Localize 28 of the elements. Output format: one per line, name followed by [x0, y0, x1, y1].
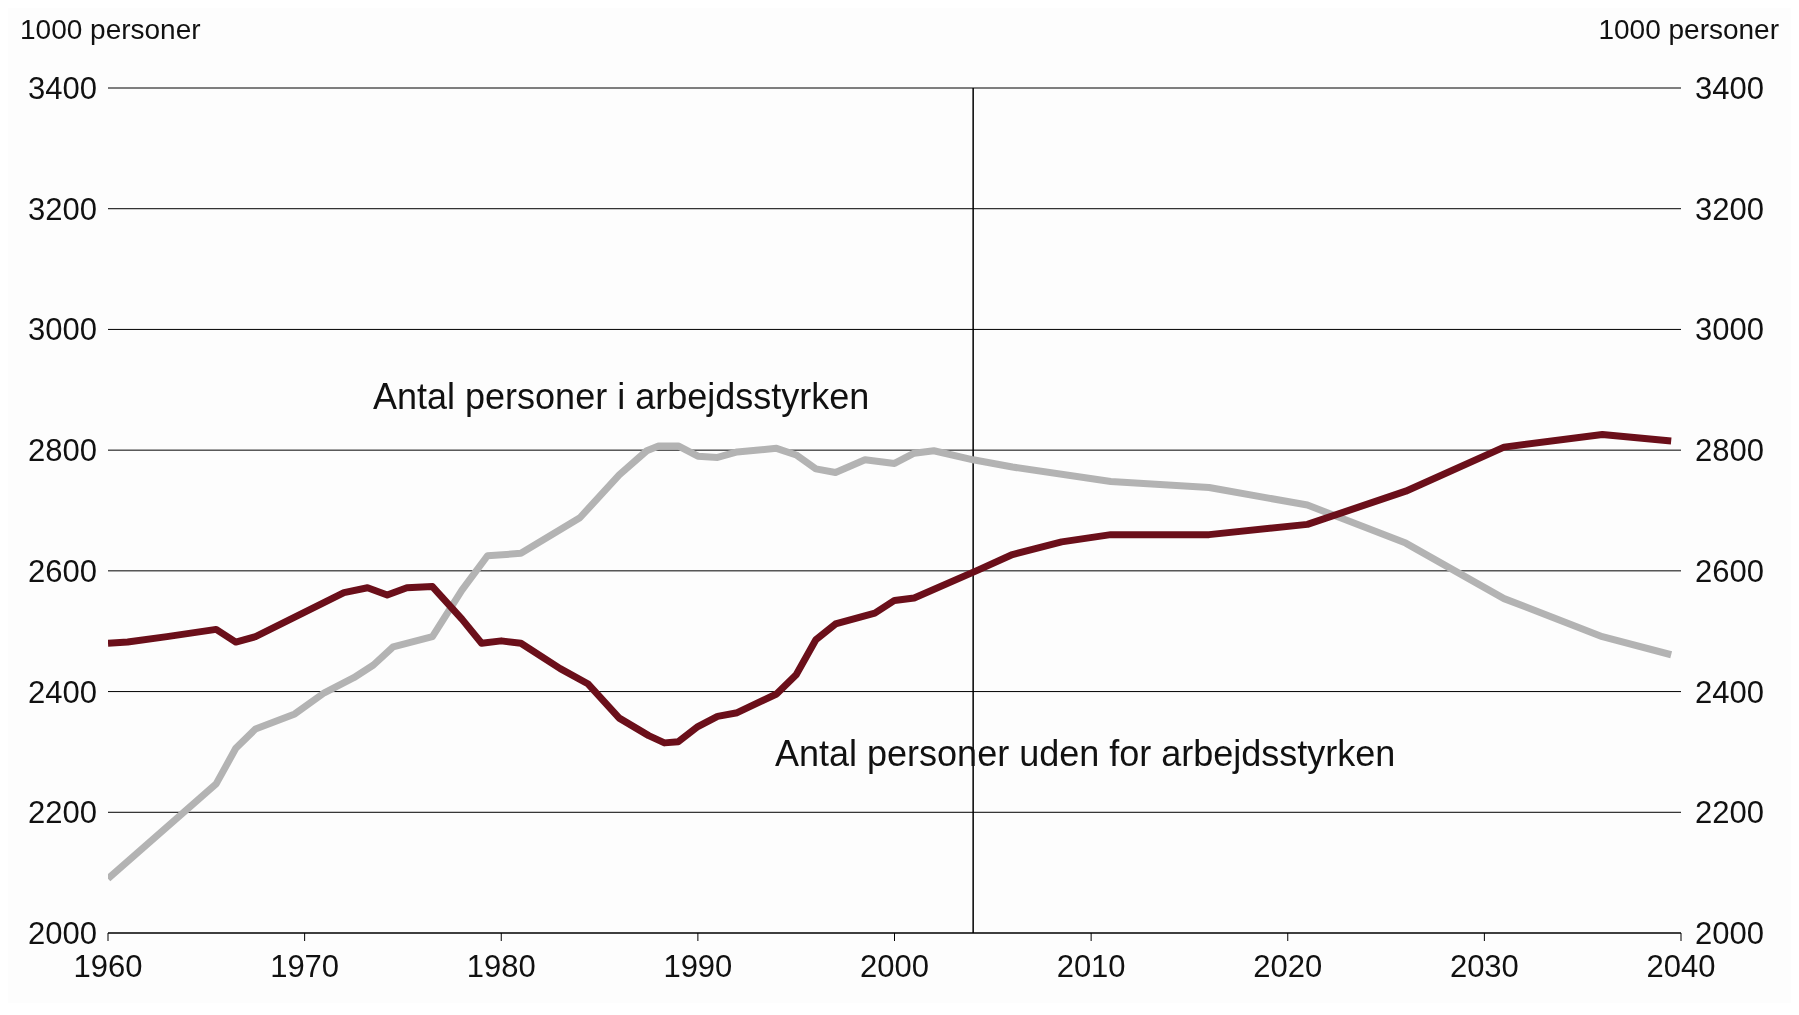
y2-tick-label: 2600	[1695, 553, 1764, 589]
y-tick-label: 2000	[28, 916, 97, 952]
y2-tick-label: 3400	[1695, 71, 1764, 106]
y2-tick-label: 2400	[1695, 674, 1764, 710]
y-tick-label: 2800	[28, 433, 97, 469]
series-label: Antal personer i arbejdsstyrken	[373, 376, 870, 418]
y2-tick-label: 2200	[1695, 795, 1764, 831]
y2-tick-label: 3200	[1695, 191, 1764, 227]
y2-tick-label: 2800	[1695, 433, 1764, 469]
y-tick-label: 3400	[28, 71, 97, 106]
y2-tick-label: 2000	[1695, 916, 1764, 952]
x-tick-label: 2040	[1646, 949, 1716, 985]
y-tick-label: 2400	[28, 674, 97, 710]
x-tick-label: 1980	[466, 949, 536, 985]
x-tick-label: 1960	[73, 949, 143, 985]
y-tick-label: 2200	[28, 795, 97, 831]
y-tick-label: 3000	[28, 312, 97, 348]
x-tick-label: 1990	[663, 949, 733, 985]
x-tick-label: 2000	[860, 949, 929, 985]
y-tick-label: 2600	[28, 553, 97, 589]
x-tick-label: 1970	[270, 949, 340, 985]
x-tick-label: 2010	[1056, 949, 1126, 985]
x-tick-label: 2030	[1449, 949, 1519, 985]
x-tick-label: 2020	[1253, 949, 1323, 985]
y-tick-label: 3200	[28, 191, 97, 227]
y2-tick-label: 3000	[1695, 312, 1764, 348]
y2-axis-title: 1000 personer	[1598, 14, 1779, 46]
y-axis-title: 1000 personer	[20, 14, 201, 46]
